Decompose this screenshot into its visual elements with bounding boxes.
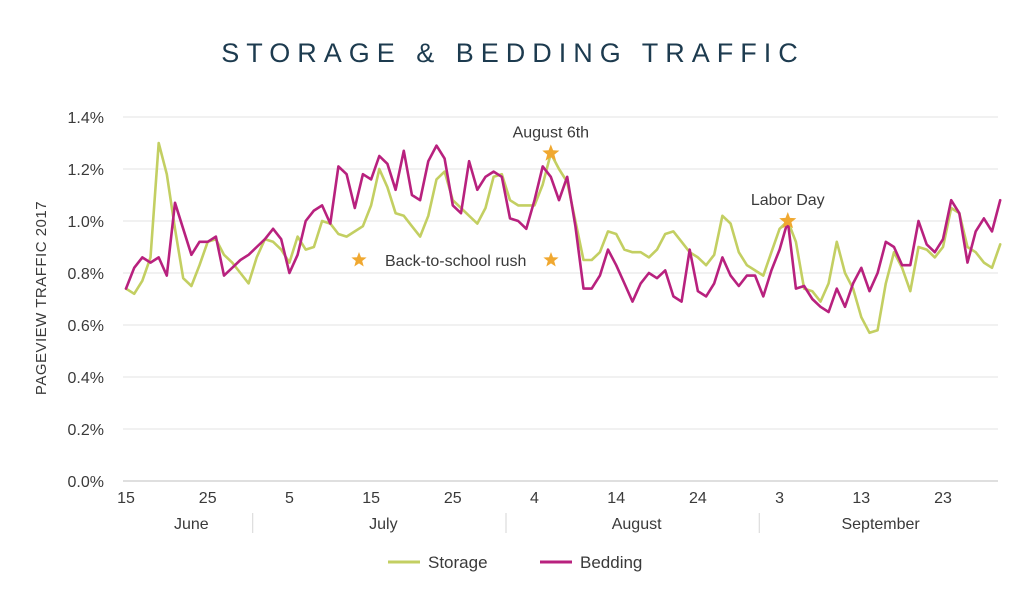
x-tick-label: 5	[285, 490, 294, 507]
star-marker	[779, 212, 797, 229]
x-tick-label: 4	[530, 490, 539, 507]
y-tick-label: 0.0%	[68, 474, 104, 491]
y-tick-label: 0.2%	[68, 422, 104, 439]
y-tick-label: 1.0%	[68, 214, 104, 231]
annotations: August 6th Labor Day Back-to-school rush	[351, 124, 825, 270]
legend: Storage Bedding	[388, 553, 642, 572]
x-tick-label: 15	[117, 490, 135, 507]
month-label: July	[369, 516, 397, 533]
annotation-label: August 6th	[513, 124, 590, 141]
series-line-storage	[124, 141, 1002, 335]
chart-title: STORAGE & BEDDING TRAFFIC	[221, 38, 805, 68]
annotation-label: Labor Day	[751, 192, 825, 209]
x-tick-label: 3	[775, 490, 784, 507]
y-tick-label: 0.4%	[68, 370, 104, 387]
x-tick-label: 13	[852, 490, 870, 507]
month-labels: June July August September	[174, 513, 920, 533]
star-marker	[543, 252, 559, 267]
y-axis: 0.0% 0.2% 0.4% 0.6% 0.8% 1.0% 1.2% 1.4%	[68, 110, 104, 491]
y-tick-label: 1.2%	[68, 162, 104, 179]
annotation-label: Back-to-school rush	[385, 253, 526, 270]
grid	[123, 116, 998, 482]
y-tick-label: 0.8%	[68, 266, 104, 283]
y-tick-label: 1.4%	[68, 110, 104, 127]
x-tick-label: 24	[689, 490, 707, 507]
x-tick-label: 25	[444, 490, 462, 507]
month-label: September	[841, 516, 920, 533]
x-tick-label: 14	[607, 490, 625, 507]
x-tick-label: 25	[199, 490, 217, 507]
month-label: August	[612, 516, 662, 533]
y-tick-label: 0.6%	[68, 318, 104, 335]
star-marker	[542, 144, 560, 161]
legend-label: Storage	[428, 553, 488, 572]
x-tick-label: 23	[934, 490, 952, 507]
series-line-bedding	[124, 144, 1002, 314]
star-marker	[351, 252, 367, 267]
y-axis-title: PAGEVIEW TRAFFIC 2017	[33, 201, 50, 395]
series-layer	[124, 141, 1002, 335]
month-label: June	[174, 516, 209, 533]
legend-label: Bedding	[580, 553, 642, 572]
x-axis: 15 25 5 15 25 4 14 24 3 13 23	[117, 490, 952, 507]
x-tick-label: 15	[362, 490, 380, 507]
